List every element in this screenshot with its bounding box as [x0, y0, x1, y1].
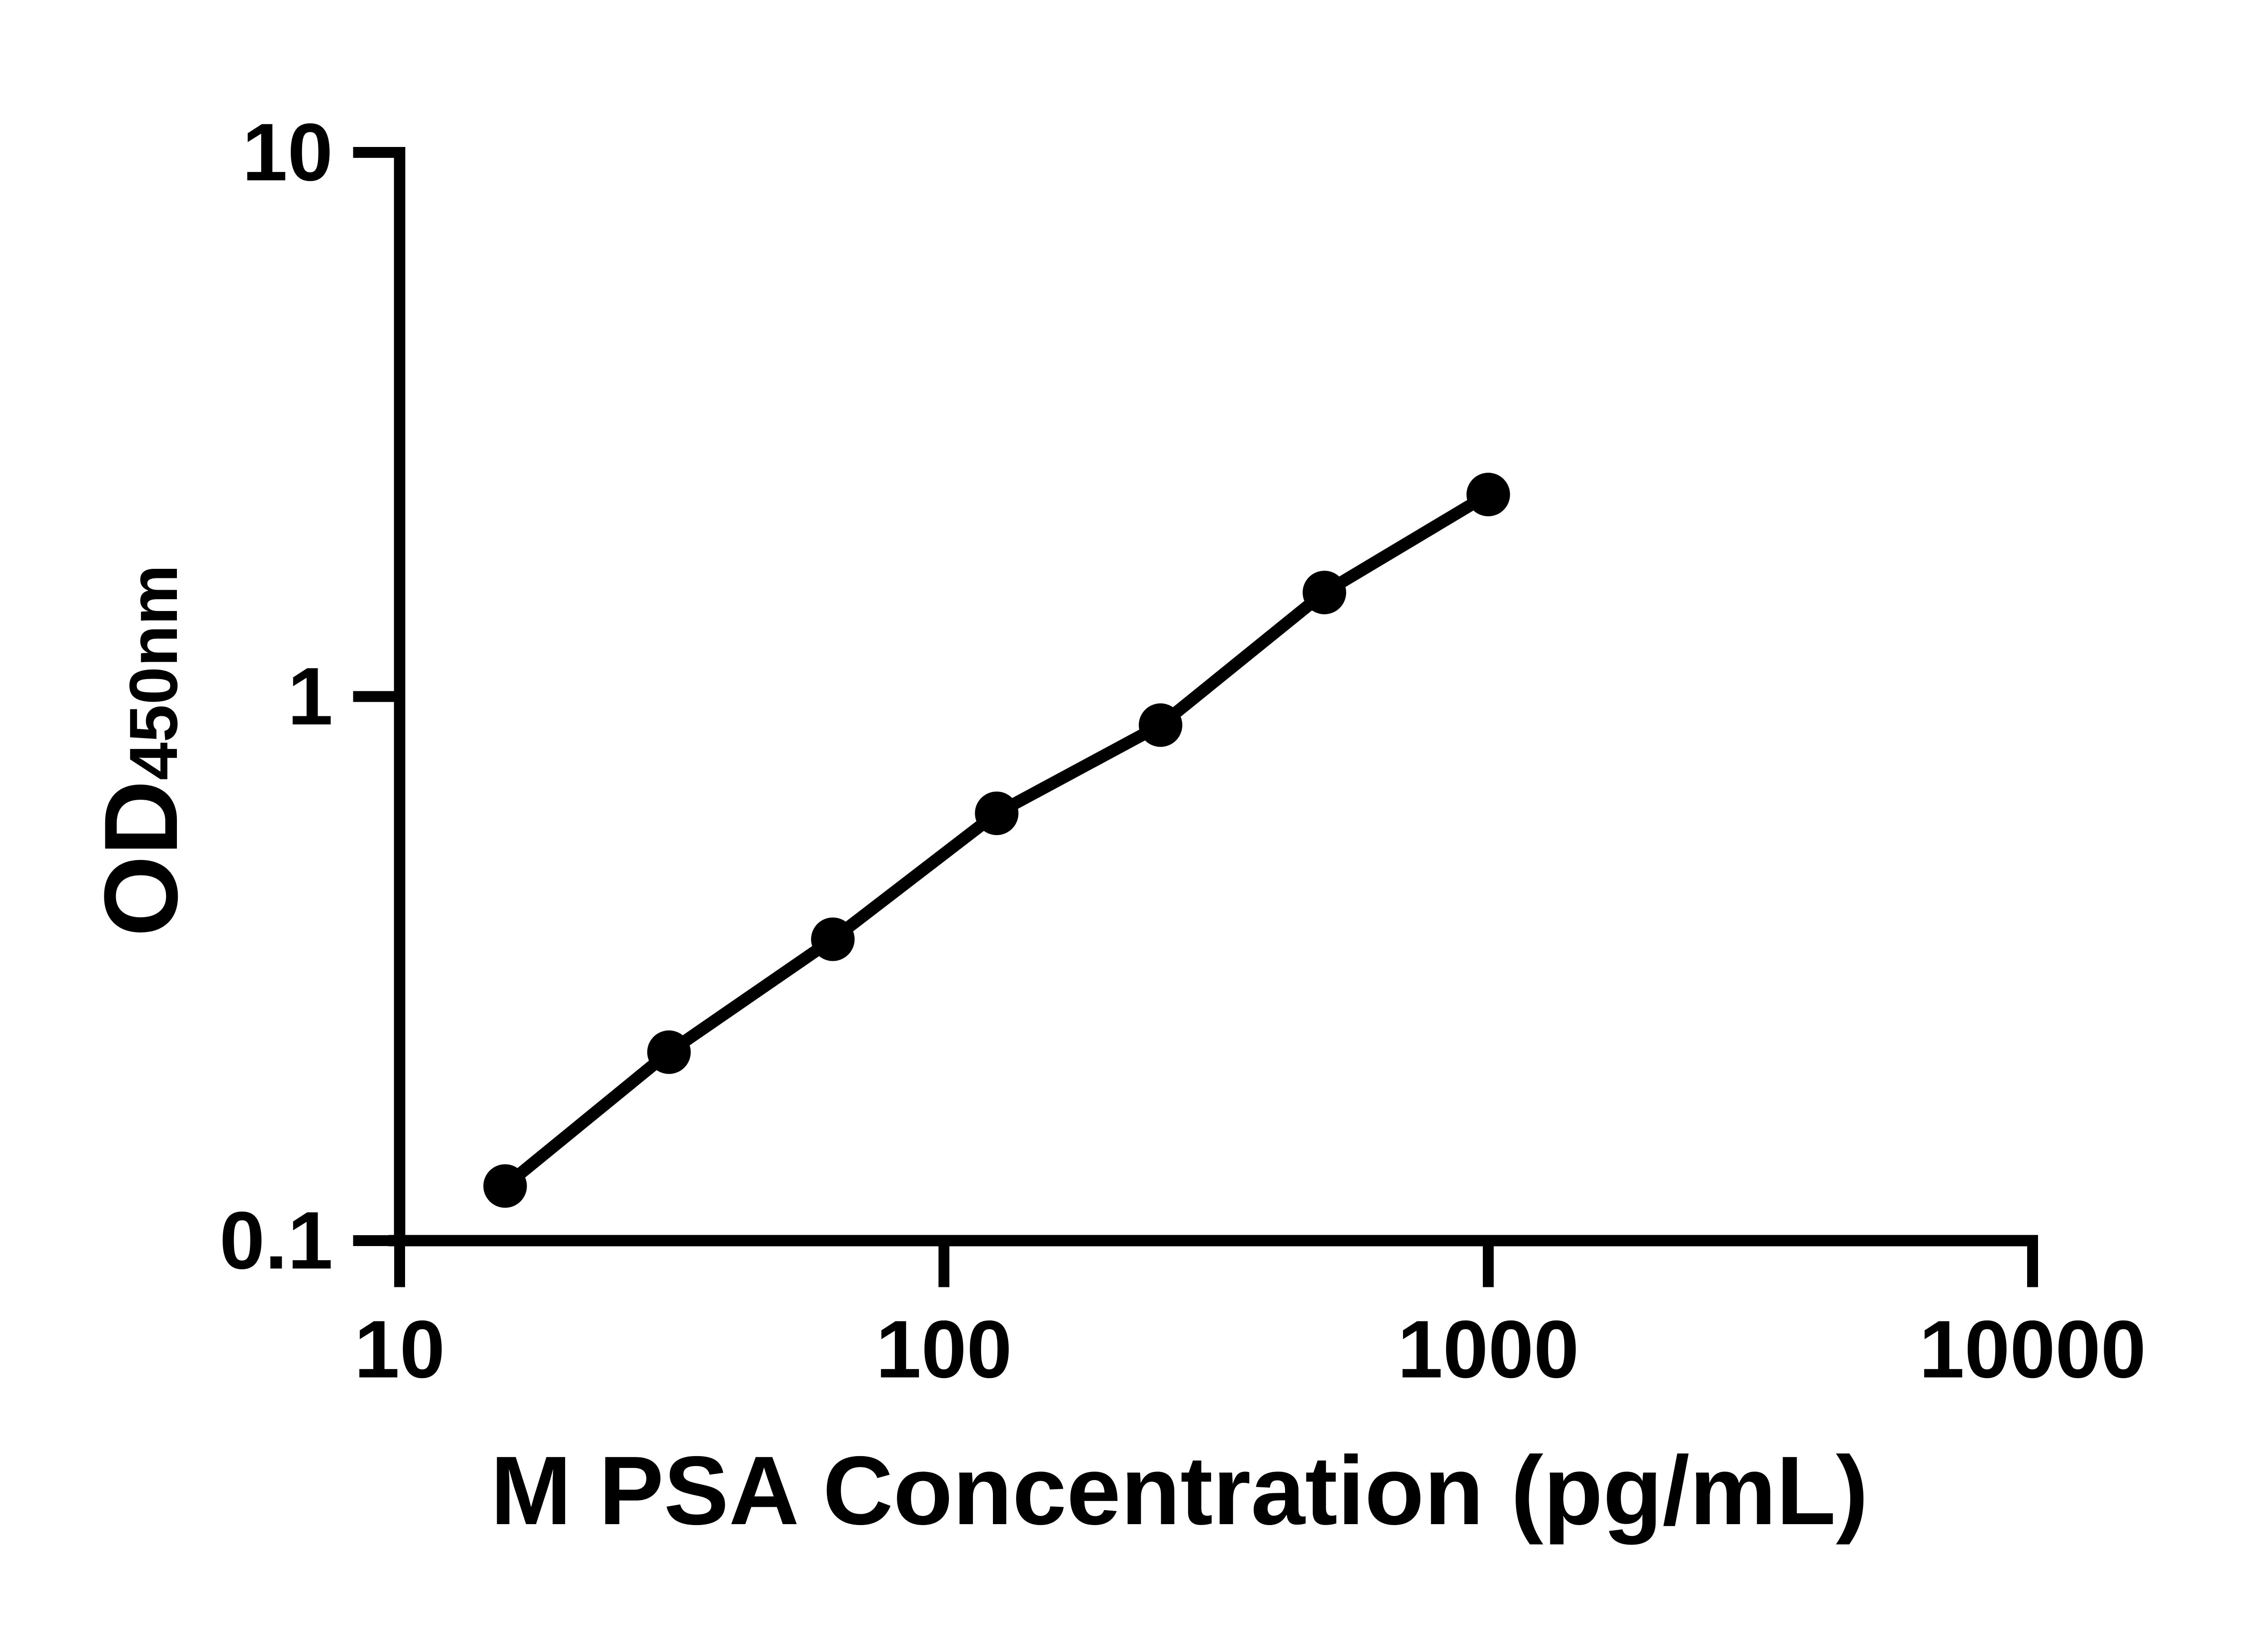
series-line-and-points: [483, 473, 1510, 1208]
y-axis-title-main: OD: [83, 780, 199, 937]
data-point: [1466, 473, 1510, 517]
data-point: [811, 917, 855, 961]
data-point: [483, 1164, 527, 1208]
data-point: [1302, 571, 1346, 615]
data-point: [975, 791, 1019, 835]
y-tick-label: 10: [242, 107, 333, 198]
x-tick-label: 100: [876, 1304, 1012, 1395]
x-tick-label: 10: [354, 1304, 445, 1395]
x-axis-title: M PSA Concentration (pg/mL): [490, 1436, 1868, 1545]
y-axis: 10 1 0.1: [220, 107, 406, 1286]
data-point: [647, 1030, 691, 1074]
x-tick-label: 10000: [1919, 1304, 2146, 1395]
x-tick-label: 1000: [1398, 1304, 1579, 1395]
y-tick-label: 1: [288, 651, 333, 742]
y-axis-title-subscript: 450nm: [115, 565, 191, 780]
y-tick-label: 0.1: [220, 1195, 333, 1286]
y-axis-title: OD450nm: [83, 565, 199, 937]
data-point: [1139, 703, 1183, 747]
x-axis: 10 100 1000 10000: [354, 1235, 2146, 1395]
